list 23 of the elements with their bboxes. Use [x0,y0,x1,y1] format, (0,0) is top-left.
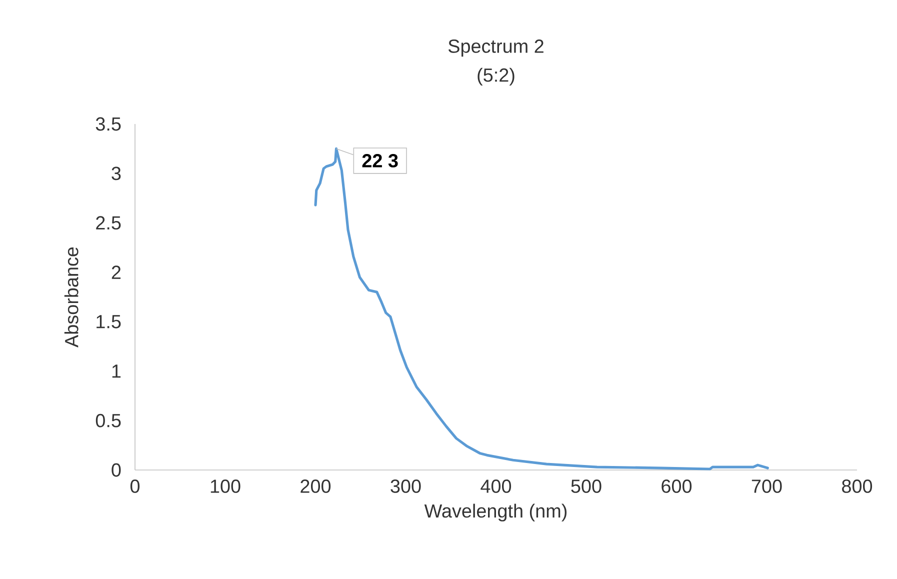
line-series [314,147,769,470]
y-tick-label: 0 [112,463,121,477]
x-tick-label: 500 [571,480,602,493]
x-axis-title: Wavelength (nm) [424,504,567,522]
x-tick-label: 700 [752,480,782,493]
x-tick-label: 0 [130,480,140,493]
x-tick-label: 300 [390,480,421,493]
y-tick-label: 3 [112,166,121,180]
chart-title: Spectrum 2 [448,40,544,57]
annotation: 22 3 [362,154,398,168]
x-tick-label: 800 [842,480,872,493]
y-axis-title: Absorbance [64,247,78,348]
y-tick-label: 0.5 [96,414,121,428]
y-tick-label: 2 [112,266,121,279]
y-tick-label: 1.5 [96,315,121,328]
x-tick-label: 200 [300,480,331,493]
chart-subtitle: (5:2) [478,68,514,86]
y-tick-label: 1 [112,364,121,378]
x-tick-label: 600 [662,480,692,493]
y-tick-label: 3.5 [96,117,121,131]
y-tick-label: 2.5 [96,216,121,230]
x-tick-label: 400 [480,480,512,493]
x-tick-label: 100 [210,480,240,493]
